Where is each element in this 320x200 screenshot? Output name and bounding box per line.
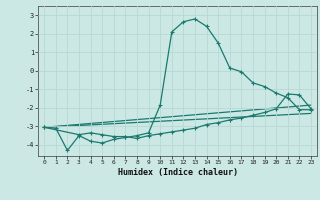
- X-axis label: Humidex (Indice chaleur): Humidex (Indice chaleur): [118, 168, 238, 177]
